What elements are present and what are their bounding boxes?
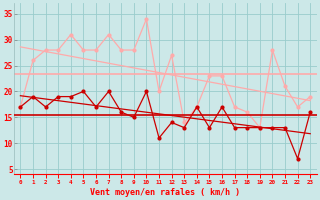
X-axis label: Vent moyen/en rafales ( km/h ): Vent moyen/en rafales ( km/h ) — [90, 188, 240, 197]
